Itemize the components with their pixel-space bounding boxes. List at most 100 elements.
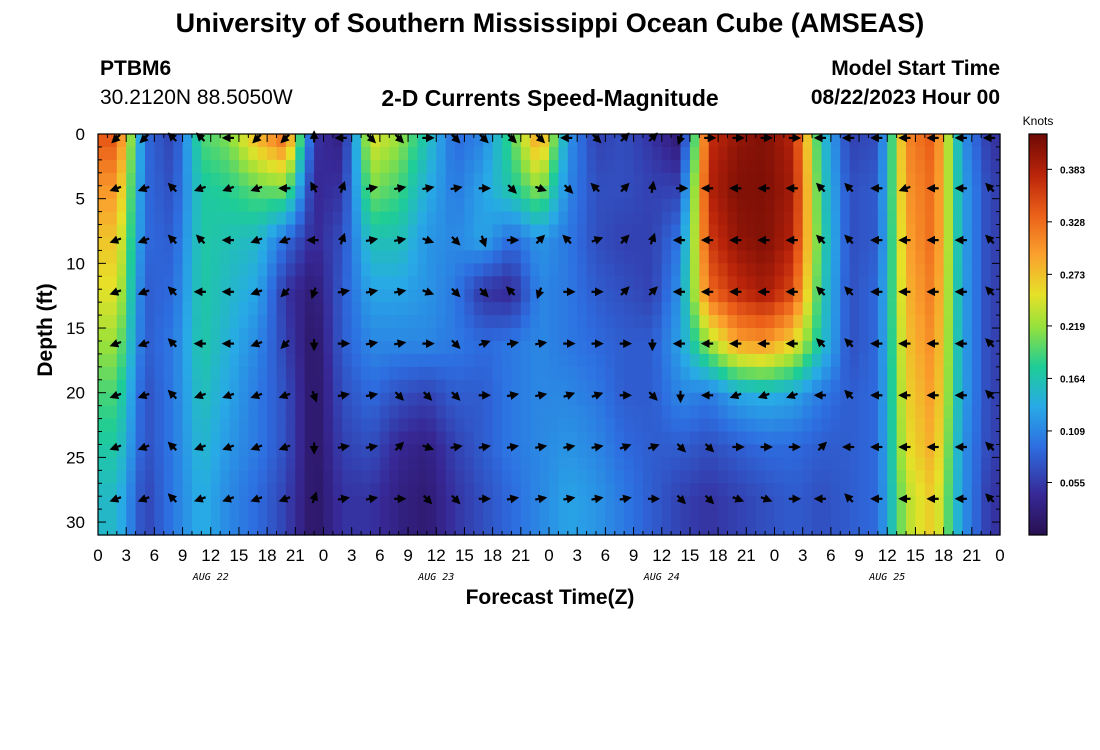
- heat-cell: [511, 224, 522, 239]
- current-vector-arrow: [648, 286, 658, 296]
- heat-cell: [135, 496, 146, 510]
- model-start-label: Model Start Time: [831, 57, 1000, 80]
- heat-cell: [285, 470, 296, 484]
- heat-cell: [812, 276, 823, 290]
- heat-cell: [840, 276, 851, 290]
- heat-cell: [191, 315, 202, 329]
- heat-cell: [295, 172, 306, 187]
- heat-cell: [426, 134, 437, 148]
- heat-cell: [408, 263, 419, 277]
- heat-cell: [182, 328, 193, 342]
- heat-cell: [642, 405, 653, 420]
- heat-cell: [417, 418, 428, 433]
- heat-cell: [445, 522, 456, 536]
- heat-cell: [285, 522, 296, 536]
- heat-cell: [323, 392, 334, 407]
- heat-cell: [248, 211, 259, 226]
- heat-cell: [849, 366, 860, 381]
- heat-cell: [455, 522, 466, 536]
- current-vector-arrow: [310, 181, 319, 193]
- current-vector-arrow: [563, 442, 576, 452]
- heat-cell: [990, 302, 1001, 316]
- heat-cell: [389, 159, 400, 174]
- heat-cell: [220, 224, 231, 239]
- heat-cell: [191, 328, 202, 342]
- heat-cell: [614, 224, 625, 239]
- heat-cell: [210, 185, 221, 200]
- heat-cell: [229, 366, 240, 381]
- heat-cell: [539, 146, 550, 161]
- heat-cell: [520, 289, 531, 303]
- heat-cell: [492, 509, 503, 523]
- heat-cell: [323, 289, 334, 303]
- heat-cell: [116, 289, 127, 303]
- heat-cell: [943, 483, 954, 497]
- heat-cell: [455, 431, 466, 446]
- heat-cell: [144, 470, 155, 484]
- heat-cell: [642, 444, 653, 458]
- heat-cell: [163, 198, 174, 213]
- heat-cell: [774, 250, 785, 264]
- heat-cell: [765, 263, 776, 277]
- heat-cell: [351, 483, 362, 497]
- heat-cell: [821, 522, 832, 536]
- heat-cell: [577, 483, 588, 497]
- heat-cell: [473, 522, 484, 536]
- heat-cell: [680, 263, 691, 277]
- heat-cell: [126, 353, 137, 368]
- heat-cell: [107, 211, 118, 226]
- heat-cell: [135, 509, 146, 523]
- heat-cell: [605, 405, 616, 420]
- heat-cell: [285, 457, 296, 471]
- current-vector-arrow: [479, 287, 489, 298]
- heat-cell: [304, 405, 315, 420]
- heat-cell: [126, 198, 137, 213]
- heat-cell: [408, 315, 419, 329]
- heat-cell: [567, 405, 578, 420]
- heat-cell: [830, 276, 841, 290]
- heat-cell: [492, 237, 503, 252]
- heat-cell: [267, 185, 278, 200]
- current-vector-arrow: [394, 235, 407, 245]
- heat-cell: [492, 379, 503, 394]
- heat-cell: [830, 237, 841, 252]
- heat-cell: [144, 185, 155, 200]
- heat-cell: [182, 302, 193, 316]
- heat-cell: [614, 457, 625, 471]
- heat-cell: [821, 405, 832, 420]
- heat-cell: [652, 172, 663, 187]
- heat-cell: [492, 146, 503, 161]
- heat-cell: [840, 340, 851, 355]
- heat-cell: [220, 315, 231, 329]
- heat-cell: [718, 405, 729, 420]
- heat-cell: [332, 250, 343, 264]
- heat-cell: [755, 444, 766, 458]
- heat-cell: [295, 379, 306, 394]
- heat-cell: [746, 237, 757, 252]
- heat-cell: [586, 340, 597, 355]
- heat-cell: [915, 237, 926, 252]
- heat-cell: [257, 159, 268, 174]
- heat-cell: [859, 522, 870, 536]
- heat-cell: [577, 340, 588, 355]
- heat-cell: [595, 509, 606, 523]
- heat-cell: [915, 328, 926, 342]
- heat-cell: [502, 237, 513, 252]
- heat-cell: [323, 302, 334, 316]
- heat-cell: [549, 496, 559, 510]
- heat-cell: [173, 276, 184, 290]
- heat-cell: [558, 418, 569, 433]
- current-vector-arrow: [137, 442, 150, 451]
- heat-cell: [990, 276, 1001, 290]
- heat-cell: [116, 302, 127, 316]
- heat-cell: [793, 379, 804, 394]
- heat-cell: [896, 159, 907, 174]
- heat-cell: [201, 431, 212, 446]
- heat-cell: [896, 134, 907, 148]
- heat-cell: [267, 470, 278, 484]
- heat-cell: [671, 470, 682, 484]
- heat-cell: [943, 237, 954, 252]
- heat-cell: [953, 418, 964, 433]
- heat-cell: [398, 457, 409, 471]
- heat-cell: [736, 353, 747, 368]
